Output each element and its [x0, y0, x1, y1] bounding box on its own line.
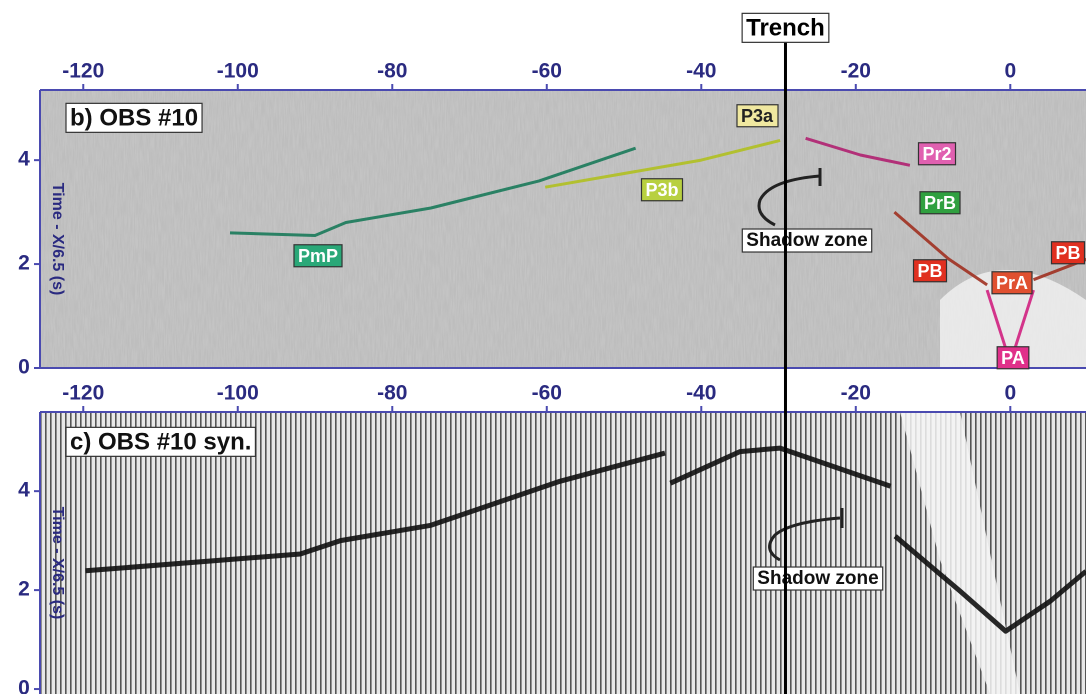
panel-title: c) OBS #10 syn.: [65, 426, 257, 457]
trench-label-box: [741, 12, 830, 43]
phase-line: [229, 146, 637, 237]
phase-label-text: P3a: [741, 106, 774, 126]
phase-label-text: PrB: [924, 193, 956, 213]
phase-label: Shadow zone: [752, 566, 884, 591]
phase-label-box: [996, 346, 1030, 370]
phase-label: PB: [912, 259, 948, 283]
phase-label: PmP: [293, 244, 343, 268]
phase-line: [544, 138, 781, 189]
y-tick-label: 2: [18, 578, 30, 601]
synthetic-clear-area: [900, 412, 1020, 694]
phase-line: [805, 136, 911, 167]
y-axis-label: Time - X/6.5 (s): [49, 507, 66, 620]
phase-label-text: Shadow zone: [746, 230, 867, 251]
y-tick-label: 0: [18, 356, 30, 379]
phase-label-text: PA: [1001, 348, 1025, 368]
seismic-clear-area: [940, 270, 1086, 368]
y-tick-label: 2: [18, 252, 30, 275]
y-tick-label: 4: [18, 479, 30, 502]
shadow-bracket: [768, 516, 841, 562]
x-tick-label: -40: [686, 60, 716, 83]
phase-label: PrA: [991, 271, 1033, 295]
x-tick-label: -100: [217, 382, 259, 405]
x-tick-label: -100: [217, 60, 259, 83]
x-tick-label: -40: [686, 382, 716, 405]
phase-label-text: PB: [1055, 243, 1080, 263]
x-tick-label: -120: [62, 60, 104, 83]
phase-label: P3a: [736, 104, 779, 128]
x-tick-label: -80: [377, 382, 407, 405]
y-tick-label: 4: [18, 148, 30, 171]
panel-title-text: b) OBS #10: [70, 104, 198, 131]
phase-label-box: [293, 244, 343, 268]
x-tick-label: 0: [1004, 382, 1016, 405]
phase-label: PA: [996, 346, 1030, 370]
x-tick-label: -20: [841, 382, 871, 405]
x-tick-label: -60: [532, 382, 562, 405]
phase-label-box: [912, 259, 948, 283]
trench-label-text: Trench: [746, 14, 825, 41]
x-tick-label: -120: [62, 382, 104, 405]
y-axis-label: Time - X/6.5 (s): [49, 183, 66, 296]
x-tick-label: 0: [1004, 60, 1016, 83]
phase-label-text: PmP: [298, 246, 338, 266]
phase-label-box: [736, 104, 779, 128]
phase-label: PB: [1050, 241, 1086, 265]
panel-title-box: [65, 102, 203, 133]
phase-label-text: P3b: [645, 180, 678, 200]
phase-label-text: Shadow zone: [757, 568, 878, 589]
trench-label: Trench: [741, 12, 830, 43]
phase-label-text: PrA: [996, 273, 1028, 293]
shadow-bracket: [757, 174, 821, 227]
phase-label: Pr2: [917, 142, 957, 166]
phase-label-box: [1050, 241, 1086, 265]
x-tick-label: -60: [532, 60, 562, 83]
phase-label-box: [741, 228, 873, 253]
phase-label-box: [919, 191, 961, 215]
panel-title: b) OBS #10: [65, 102, 203, 133]
phase-line: [85, 445, 1086, 634]
x-tick-label: -80: [377, 60, 407, 83]
phase-label: PrB: [919, 191, 961, 215]
phase-label-box: [991, 271, 1033, 295]
panel-title-text: c) OBS #10 syn.: [70, 428, 251, 455]
phase-label-box: [640, 178, 684, 202]
panel-title-box: [65, 426, 257, 457]
x-tick-label: -20: [841, 60, 871, 83]
phase-label-text: PB: [917, 261, 942, 281]
phase-label-text: Pr2: [922, 144, 951, 164]
phase-label-box: [917, 142, 957, 166]
y-tick-label: 0: [18, 677, 30, 694]
phase-label: P3b: [640, 178, 684, 202]
phase-label: Shadow zone: [741, 228, 873, 253]
